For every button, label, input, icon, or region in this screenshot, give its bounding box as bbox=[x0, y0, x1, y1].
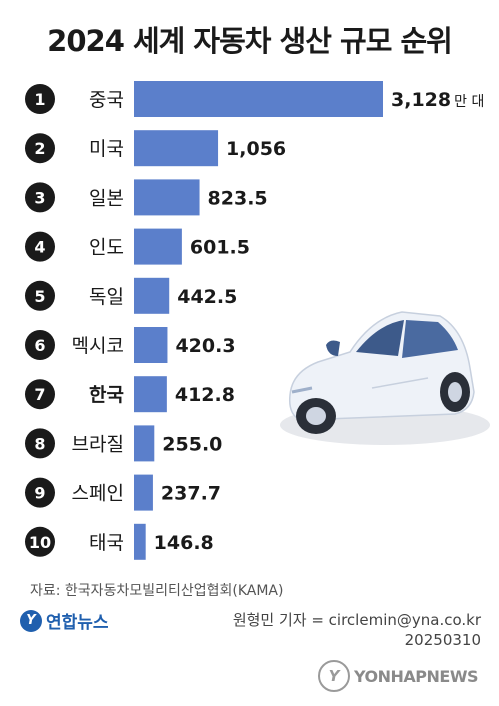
bar-rows: 1 중국 3,128 만 대 2 미국 1,056 3 일본 823.5 4 인도 601.5 5 독일 44… bbox=[25, 81, 484, 560]
rank-badge bbox=[25, 526, 55, 557]
yonhap-logo: Y 연합뉴스 bbox=[20, 608, 109, 633]
bar bbox=[134, 474, 153, 511]
category-label: 미국 bbox=[89, 138, 124, 160]
yonhapnews-watermark: Y YONHAPNEWS bbox=[318, 660, 479, 692]
rank-badge bbox=[25, 330, 55, 360]
rank-number: 5 bbox=[34, 287, 45, 306]
yonhap-logo-icon: Y bbox=[20, 609, 42, 632]
bar bbox=[134, 179, 200, 216]
bar bbox=[134, 81, 383, 117]
category-label: 태국 bbox=[89, 532, 124, 554]
value-label: 442.5 bbox=[177, 286, 237, 308]
rank-badge bbox=[25, 428, 55, 459]
rank-number: 8 bbox=[34, 434, 45, 453]
source-note: 자료: 한국자동차모빌리티산업협회(KAMA) bbox=[30, 583, 284, 599]
watermark-logo-icon: Y bbox=[318, 660, 350, 692]
rank-badge bbox=[25, 477, 55, 508]
category-label: 인도 bbox=[89, 237, 124, 259]
bar bbox=[134, 228, 182, 265]
category-label: 중국 bbox=[89, 89, 124, 111]
value-label: 237.7 bbox=[161, 483, 221, 505]
bar bbox=[134, 376, 167, 413]
rank-badge bbox=[25, 280, 55, 311]
value-label: 420.3 bbox=[175, 335, 235, 357]
rank-number: 3 bbox=[34, 188, 45, 207]
rank-badge bbox=[25, 84, 55, 114]
category-label: 스페인 bbox=[72, 483, 124, 505]
value-label: 823.5 bbox=[208, 187, 268, 209]
watermark-text: YONHAPNEWS bbox=[354, 666, 479, 686]
value-label: 601.5 bbox=[190, 237, 250, 259]
bar bbox=[134, 130, 219, 167]
yonhap-logo-text: 연합뉴스 bbox=[46, 613, 109, 633]
category-label: 일본 bbox=[89, 187, 124, 209]
car-illustration bbox=[280, 311, 490, 445]
bar bbox=[134, 523, 146, 560]
value-label: 1,056 bbox=[226, 138, 286, 160]
rank-number: 10 bbox=[29, 533, 51, 552]
bar bbox=[134, 327, 168, 363]
rank-number: 7 bbox=[34, 385, 45, 404]
value-label: 255.0 bbox=[162, 433, 222, 455]
category-label: 한국 bbox=[89, 384, 124, 406]
reporter-credit: 원형민 기자 = circlemin@yna.co.kr bbox=[232, 611, 481, 629]
bar bbox=[134, 425, 155, 462]
rank-badge bbox=[25, 133, 55, 164]
value-label: 412.8 bbox=[175, 384, 235, 406]
chart-title: 2024 세계 자동차 생산 규모 순위 bbox=[47, 24, 453, 58]
value-label: 146.8 bbox=[154, 532, 214, 554]
rank-badge bbox=[25, 379, 55, 410]
rank-badge bbox=[25, 182, 55, 213]
rank-number: 4 bbox=[34, 238, 45, 257]
rank-badge bbox=[25, 231, 55, 262]
publish-date: 20250310 bbox=[404, 631, 481, 649]
rank-number: 6 bbox=[34, 336, 45, 355]
category-label: 브라질 bbox=[72, 433, 124, 455]
bar bbox=[134, 277, 170, 314]
unit-label: 만 대 bbox=[454, 94, 484, 110]
value-label: 3,128 만 대 bbox=[391, 89, 484, 111]
rank-number: 9 bbox=[34, 484, 45, 503]
category-label: 독일 bbox=[89, 286, 124, 308]
credit-block: 원형민 기자 = circlemin@yna.co.kr 20250310 bbox=[233, 610, 481, 650]
rank-number: 2 bbox=[34, 139, 45, 158]
category-label: 멕시코 bbox=[72, 335, 124, 357]
rank-number: 1 bbox=[34, 90, 45, 109]
